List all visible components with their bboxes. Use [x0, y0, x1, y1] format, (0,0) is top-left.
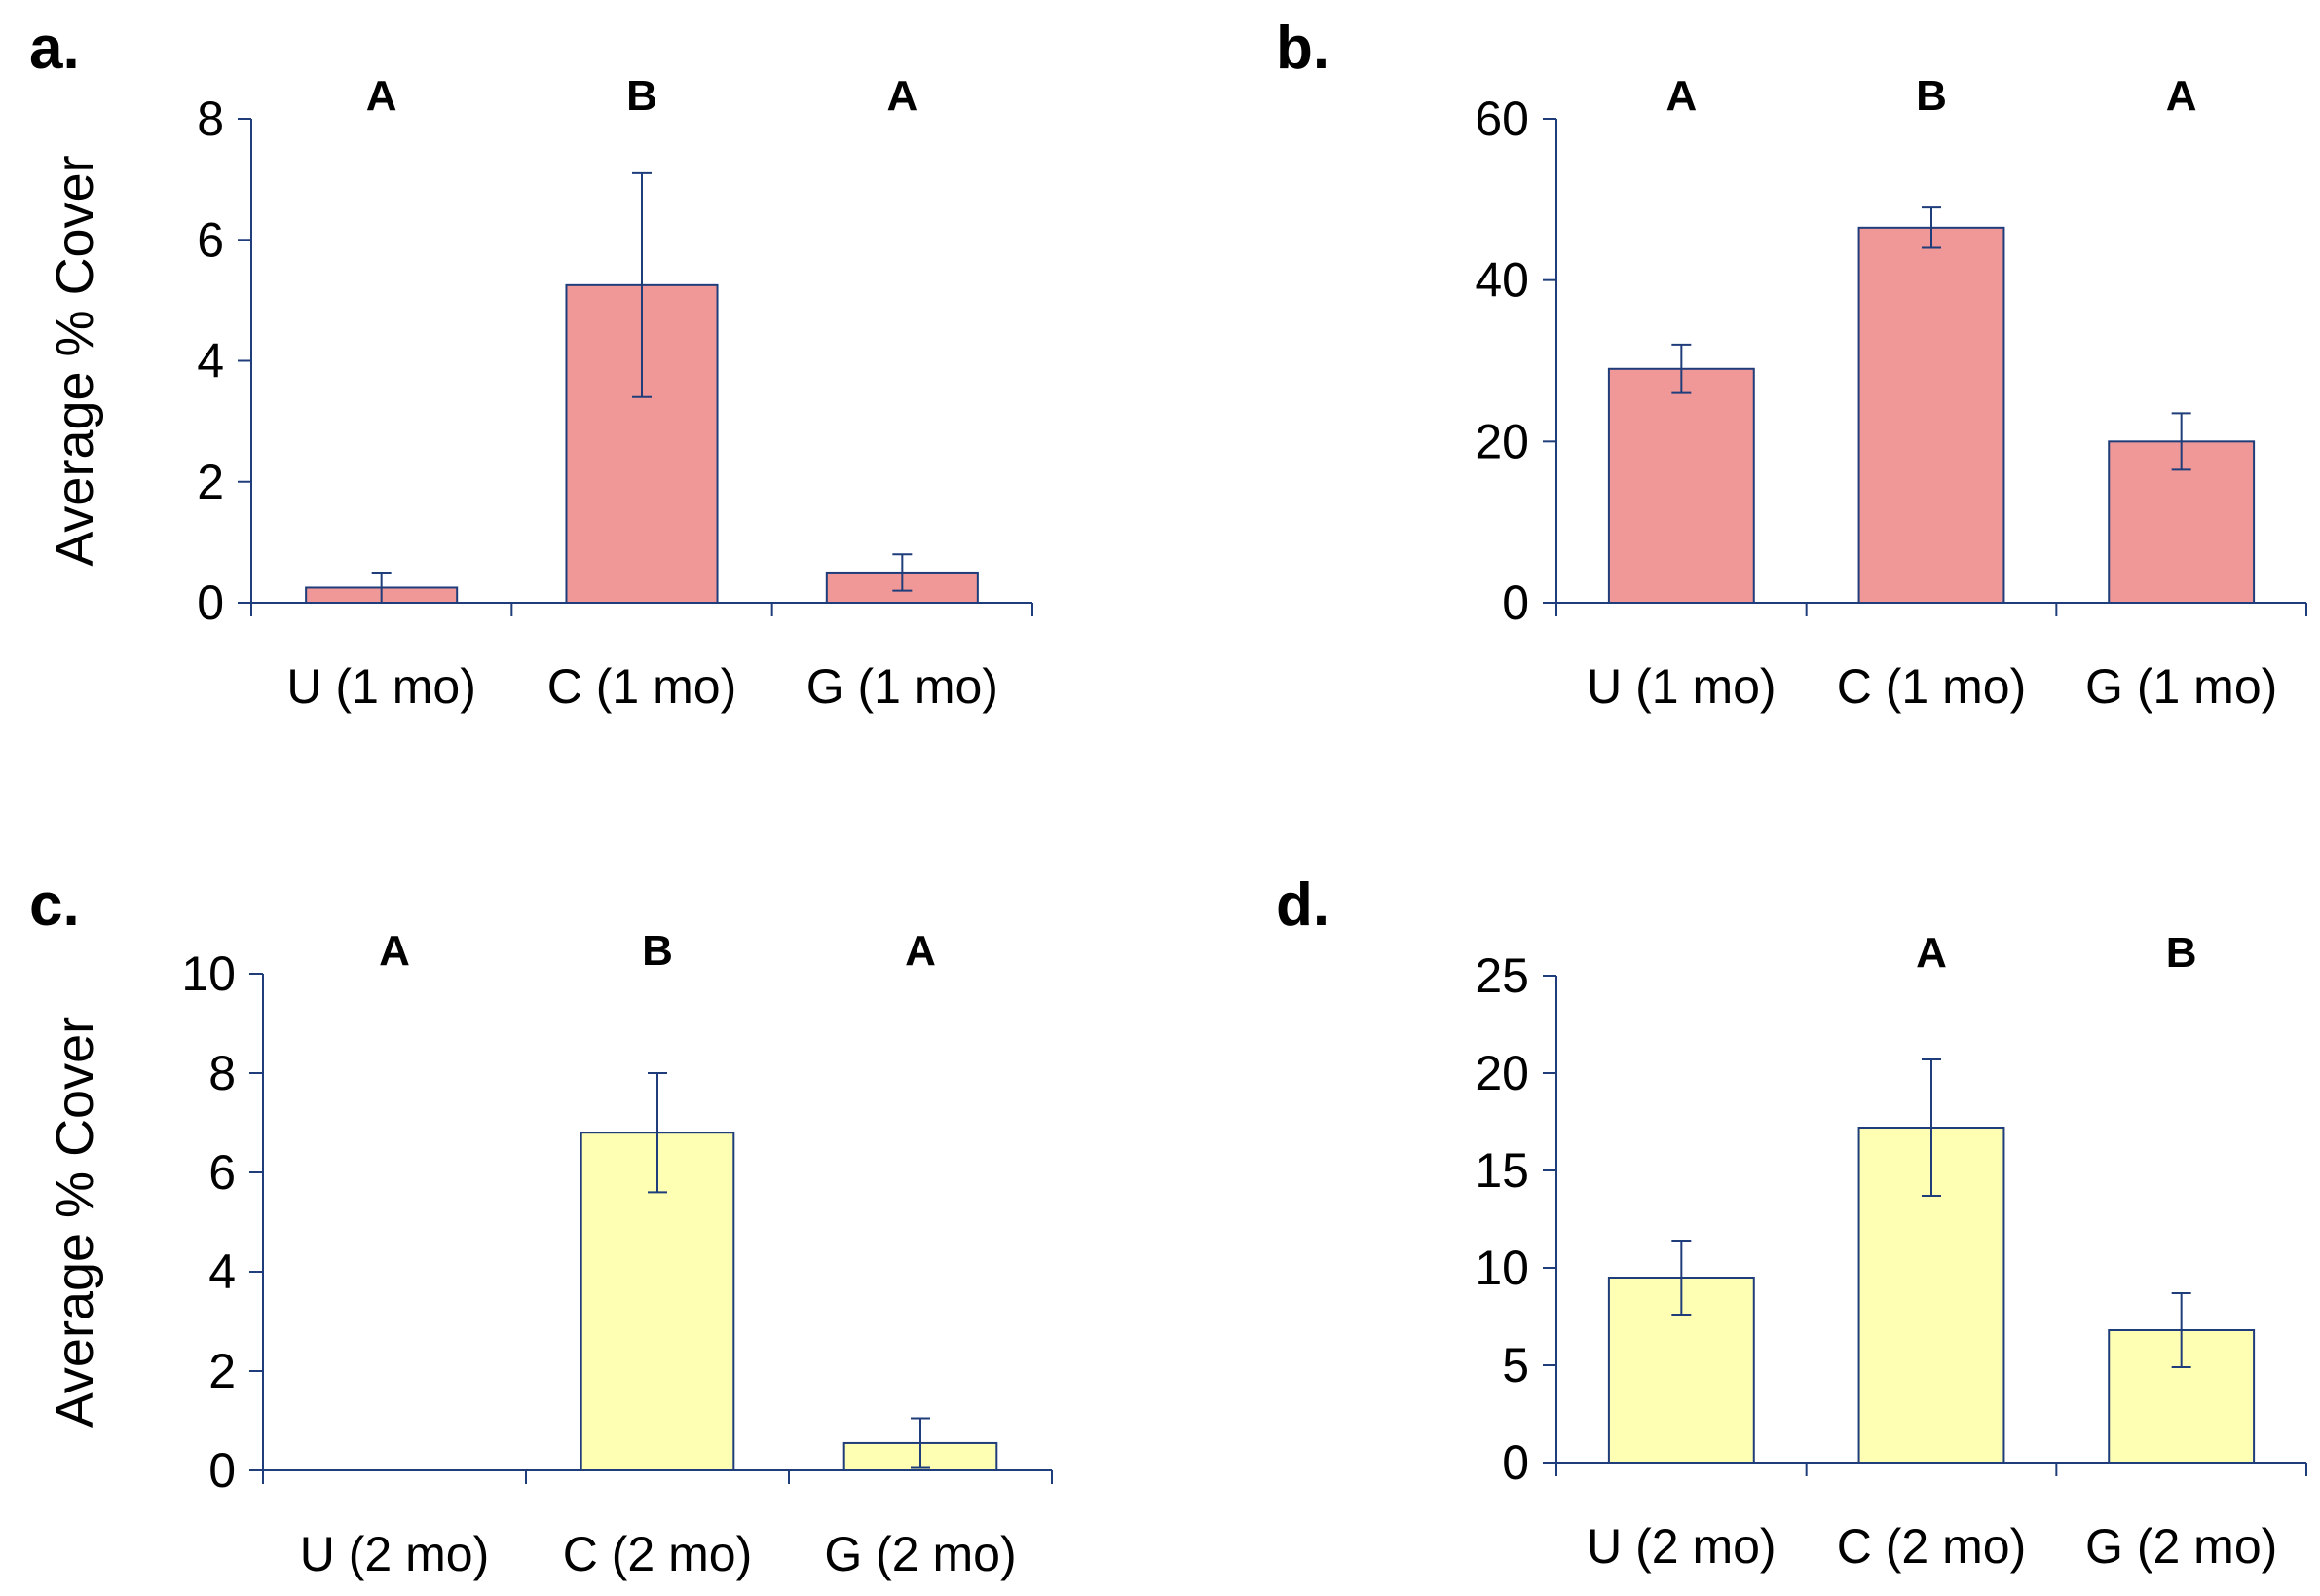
significance-letter: A: [1916, 929, 1947, 977]
x-tick-label: U (1 mo): [1587, 659, 1776, 714]
x-tick-label: C (2 mo): [563, 1527, 752, 1581]
y-tick-label: 2: [208, 1344, 236, 1398]
significance-letter: B: [642, 927, 673, 975]
y-tick-label: 6: [208, 1145, 236, 1200]
x-tick-label: G (1 mo): [2085, 659, 2277, 714]
panel-b: b. 0 20 40 60 U (1 mo) A C (1 mo) B G (1 mo) A: [1276, 15, 2307, 714]
y-tick-label: 60: [1475, 92, 1529, 146]
y-tick-label: 0: [197, 575, 224, 630]
y-axis-label: Average % Cover: [46, 155, 104, 566]
y-tick-label: 4: [197, 334, 224, 389]
panel-letter: b.: [1276, 15, 1329, 82]
y-tick-label: 8: [197, 92, 224, 146]
panel-d: d. 0 5 10 15 20 25 U (2 mo) C (2 mo) A G (2 mo) B: [1276, 872, 2307, 1574]
y-tick-label: 25: [1475, 948, 1529, 1003]
x-tick-label: G (2 mo): [2085, 1519, 2277, 1574]
y-tick-label: 8: [208, 1046, 236, 1100]
significance-letter: A: [886, 72, 917, 120]
y-tick-label: 10: [181, 946, 236, 1001]
significance-letter: A: [379, 927, 410, 975]
y-tick-label: 2: [197, 455, 224, 509]
significance-letter: A: [2166, 72, 2197, 120]
y-tick-label: 0: [1502, 575, 1529, 630]
y-tick-label: 5: [1502, 1338, 1529, 1392]
significance-letter: B: [1916, 72, 1947, 120]
y-axis-label: Average % Cover: [46, 1017, 104, 1428]
significance-letter: B: [2166, 929, 2197, 977]
y-tick-label: 10: [1475, 1241, 1529, 1295]
significance-letter: B: [626, 72, 657, 120]
significance-letter: A: [1665, 72, 1697, 120]
x-tick-label: C (1 mo): [1837, 659, 2026, 714]
y-tick-label: 0: [1502, 1435, 1529, 1490]
panel-c: c. Average % Cover 0 2 4 6 8 10 U (2 mo) A C (2 mo…: [29, 872, 1053, 1581]
x-tick-label: U (1 mo): [286, 659, 475, 714]
panel-letter: a.: [29, 15, 80, 82]
panel-a: a. Average % Cover 0 2 4 6 8 U (1 mo) A C (1 mo) B…: [29, 15, 1033, 714]
y-tick-label: 40: [1475, 253, 1529, 308]
significance-letter: A: [366, 72, 397, 120]
bar: [1857, 226, 2005, 604]
x-tick-label: U (2 mo): [1587, 1519, 1776, 1574]
y-tick-label: 20: [1475, 414, 1529, 468]
bar: [1607, 367, 1755, 604]
y-tick-label: 20: [1475, 1046, 1529, 1100]
x-tick-label: U (2 mo): [300, 1527, 489, 1581]
y-tick-label: 4: [208, 1244, 236, 1299]
panel-letter: c.: [29, 872, 80, 939]
y-tick-label: 0: [208, 1443, 236, 1498]
x-tick-label: G (2 mo): [824, 1527, 1016, 1581]
x-tick-label: C (1 mo): [547, 659, 736, 714]
y-tick-label: 6: [197, 212, 224, 267]
x-tick-label: C (2 mo): [1837, 1519, 2026, 1574]
panel-letter: d.: [1276, 872, 1329, 939]
y-tick-label: 15: [1475, 1143, 1529, 1198]
x-tick-label: G (1 mo): [806, 659, 998, 714]
significance-letter: A: [905, 927, 936, 975]
